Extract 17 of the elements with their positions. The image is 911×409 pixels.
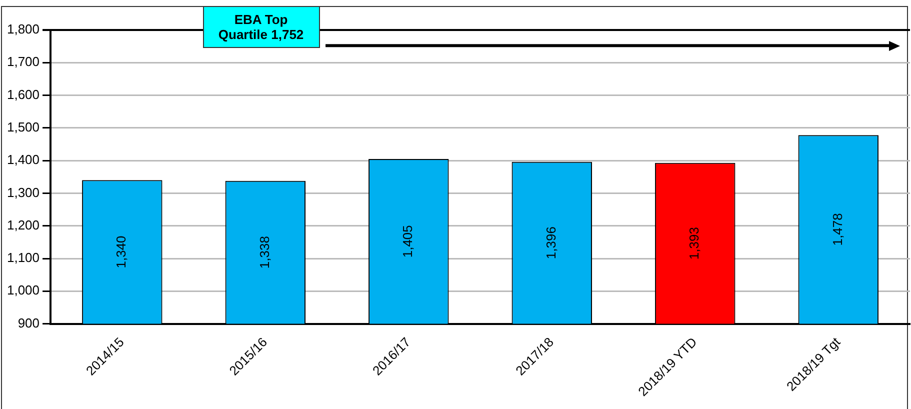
y-tick-label: 1,200 [6,217,40,232]
ref-line-label: EBA Top Quartile 1,752 [202,6,320,48]
y-tick-label: 900 [18,315,40,330]
y-tick-label: 1,600 [6,86,40,102]
data-label: 1,396 [543,226,558,260]
data-label: 1,340 [114,236,129,268]
y-tick-label: 1,400 [6,152,40,168]
y-tick-label: 1,100 [6,250,40,266]
data-label: 1,478 [830,213,845,246]
y-tick-label: 1,000 [6,282,40,298]
y-tick-label: 1,500 [6,120,40,135]
y-tick-label: 1,800 [6,22,40,37]
data-label: 1,393 [686,227,702,260]
y-tick-label: 1,300 [6,184,40,200]
data-label: 1,338 [256,236,272,269]
y-tick-label: 1,700 [6,54,40,70]
data-label: 1,405 [400,225,416,258]
